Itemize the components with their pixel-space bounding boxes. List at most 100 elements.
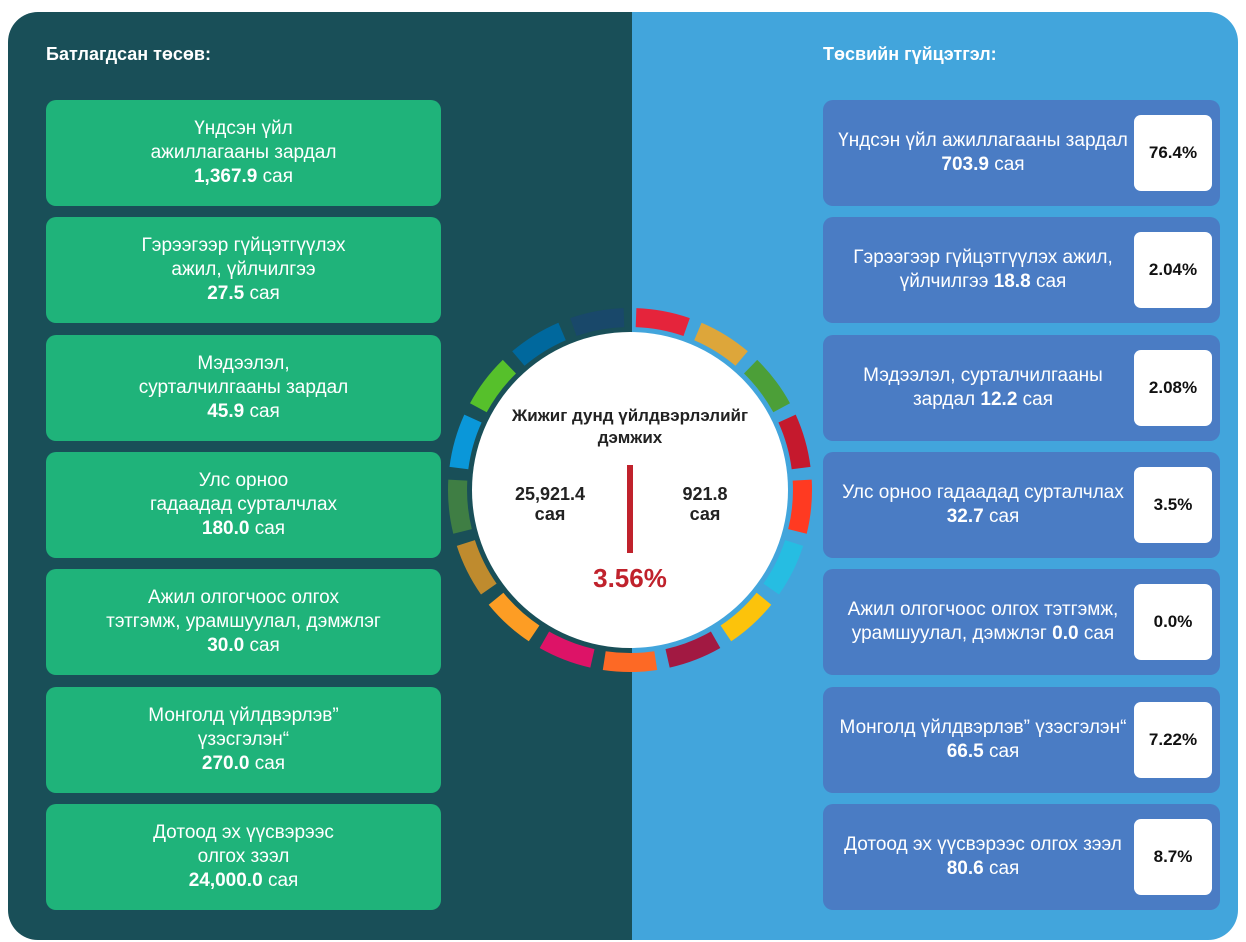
card-amount-line: 24,000.0 сая xyxy=(46,869,441,893)
ring-segment xyxy=(665,631,721,668)
card-label: Ажил олгогчоос олгох xyxy=(147,587,340,609)
ring-segment xyxy=(788,479,813,534)
card-text-inner: Ажил олгогчоос олгох тэтгэмж, урамшуулал… xyxy=(833,598,1133,646)
left-title: Батлагдсан төсөв: xyxy=(46,44,211,64)
card-label: Гэрээгээр гүйцэтгүүлэх ажил, үйлчилгээ xyxy=(853,247,1113,293)
card-label: олгох зээл xyxy=(197,845,290,867)
card-label: Дотоод эх үүсвэрээс xyxy=(153,821,334,843)
card-label: Улс орноо xyxy=(198,469,289,491)
amount: 703.9 xyxy=(941,154,989,175)
card-text-inner: Үндсэн үйл ажиллагааны зардал 703.9 сая xyxy=(833,129,1133,177)
unit: сая xyxy=(262,166,294,187)
execution-card: Ажил олгогчоос олгох тэтгэмж, урамшуулал… xyxy=(823,569,1220,676)
card-label: Мэдээлэл, сурталчилгааны зардал xyxy=(863,364,1103,410)
center-percent: 3.56% xyxy=(593,563,667,593)
unit: сая xyxy=(534,504,566,524)
ring-segment xyxy=(470,359,516,413)
card-label: Улс орноо гадаадад сурталчлах xyxy=(842,481,1124,503)
percent-badge: 7.22% xyxy=(1134,701,1212,778)
card-amount-line: 27.5 сая xyxy=(46,282,441,306)
amount: 1,367.9 xyxy=(193,166,258,187)
ring-segment xyxy=(744,359,790,413)
amount: 30.0 xyxy=(207,635,245,657)
budget-card: Үндсэн үйл ажиллагааны зардал 1,367.9 сая xyxy=(46,100,441,206)
unit: сая xyxy=(254,752,286,774)
unit: сая xyxy=(1035,271,1067,293)
execution-card: Улс орноо гадаадад сурталчлах 32.7 сая 3.… xyxy=(823,451,1220,558)
ring-segment xyxy=(447,479,472,534)
unit: сая xyxy=(267,869,299,891)
ring-segment xyxy=(694,322,748,366)
card-label: Ажил олгогчоос олгох тэтгэмж, урамшуулал… xyxy=(847,599,1119,645)
unit: сая xyxy=(249,283,280,305)
card-text: Мэдээлэл, сурталчилгааны зардал 12.2 сая xyxy=(833,335,1133,441)
ring-segment xyxy=(570,308,625,336)
amount: 270.0 xyxy=(201,752,250,774)
card-text-inner: Монголд үйлдвэрлэв” үзэсгэлэн“ 66.5 сая xyxy=(833,716,1133,764)
card-text-inner: Улс орноо гадаадад сурталчлах 32.7 сая xyxy=(833,481,1133,529)
ring-segment xyxy=(635,308,690,336)
card-text-inner: Мэдээлэл, сурталчилгааны зардал 12.2 сая xyxy=(833,364,1133,412)
card-text: Монголд үйлдвэрлэв” үзэсгэлэн“ 66.5 сая xyxy=(833,687,1133,793)
executed: 921.8 xyxy=(682,484,728,504)
ring-segment xyxy=(539,631,595,668)
percent-badge: 2.04% xyxy=(1134,232,1212,309)
card-amount-line: 45.9 сая xyxy=(46,400,441,424)
center-title: Жижиг дунд үйлдвэрлэлийг дэмжих xyxy=(511,406,749,447)
unit: сая xyxy=(1022,388,1054,410)
budget-card: Улс орноо гадаадад сурталчлах 180.0 сая xyxy=(46,451,441,558)
card-label: Монголд үйлдвэрлэв” үзэсгэлэн“ xyxy=(839,716,1127,738)
amount: 32.7 xyxy=(946,505,984,527)
card-label: сурталчилгааны зардал xyxy=(138,376,349,398)
unit: сая xyxy=(689,504,721,524)
amount: 12.2 xyxy=(980,388,1018,410)
card-label: тэтгэмж, урамшуулал, дэмжлэг xyxy=(106,611,381,633)
card-label: Дотоод эх үүсвэрээс олгох зээл xyxy=(844,833,1122,855)
unit: сая xyxy=(988,740,1020,762)
card-label: Үндсэн үйл xyxy=(194,118,293,139)
amount: 45.9 xyxy=(207,400,245,422)
amount: 80.6 xyxy=(946,857,984,879)
card-label: Үндсэн үйл ажиллагааны зардал xyxy=(838,130,1128,151)
budget-card: Ажил олгогчоос олгох тэтгэмж, урамшуулал,… xyxy=(46,569,441,676)
card-label: ажил, үйлчилгээ xyxy=(171,259,316,281)
unit: сая xyxy=(1083,623,1115,645)
percent-badge: 3.5% xyxy=(1134,466,1212,543)
card-text-inner: Гэрээгээр гүйцэтгүүлэх ажил, үйлчилгээ 1… xyxy=(833,246,1133,294)
budget-card: Дотоод эх үүсвэрээс олгох зээл 24,000.0 са… xyxy=(46,803,441,910)
amount: 180.0 xyxy=(201,517,250,539)
card-label: Мэдээлэл, xyxy=(197,352,290,374)
amount: 0.0 xyxy=(1052,623,1079,645)
execution-card: Мэдээлэл, сурталчилгааны зардал 12.2 сая… xyxy=(823,334,1220,441)
ring-segment xyxy=(488,592,540,642)
divider xyxy=(627,465,633,553)
unit: сая xyxy=(988,505,1020,527)
card-amount-line: 30.0 сая xyxy=(46,634,441,658)
card-text: Ажил олгогчоос олгох тэтгэмж, урамшуулал… xyxy=(833,569,1133,675)
card-text: Дотоод эх үүсвэрээс олгох зээл 80.6 сая xyxy=(833,804,1133,910)
amount: 18.8 xyxy=(993,271,1031,293)
ring-segment xyxy=(512,322,566,366)
percent-badge: 76.4% xyxy=(1134,115,1212,191)
card-label: Гэрээгээр гүйцэтгүүлэх xyxy=(141,235,346,257)
card-amount-line: 1,367.9 сая xyxy=(46,165,441,189)
execution-card: Үндсэн үйл ажиллагааны зардал 703.9 сая 7… xyxy=(823,100,1220,206)
execution-card: Монголд үйлдвэрлэв” үзэсгэлэн“ 66.5 сая 7… xyxy=(823,686,1220,793)
right-title: Төсвийн гүйцэтгэл: xyxy=(823,44,997,64)
card-label: ажиллагааны зардал xyxy=(150,142,337,163)
approved: 25,921.4 xyxy=(514,484,586,504)
execution-card: Гэрээгээр гүйцэтгүүлэх ажил, үйлчилгээ 1… xyxy=(823,217,1220,324)
executed-total: 921.8 сая xyxy=(650,484,760,524)
card-text: Гэрээгээр гүйцэтгүүлэх ажил, үйлчилгээ 1… xyxy=(833,217,1133,323)
card-amount-line: 270.0 сая xyxy=(46,752,441,776)
card-label: Монголд үйлдвэрлэв” xyxy=(148,704,339,726)
execution-card: Дотоод эх үүсвэрээс олгох зээл 80.6 сая 8… xyxy=(823,803,1220,910)
amount: 27.5 xyxy=(207,283,245,305)
budget-card: Мэдээлэл, сурталчилгааны зардал 45.9 сая xyxy=(46,334,441,441)
ring-segment xyxy=(456,540,497,595)
unit: сая xyxy=(994,154,1025,175)
card-amount-line: 180.0 сая xyxy=(46,517,441,541)
percent-badge: 0.0% xyxy=(1134,584,1212,661)
amount: 66.5 xyxy=(946,740,984,762)
